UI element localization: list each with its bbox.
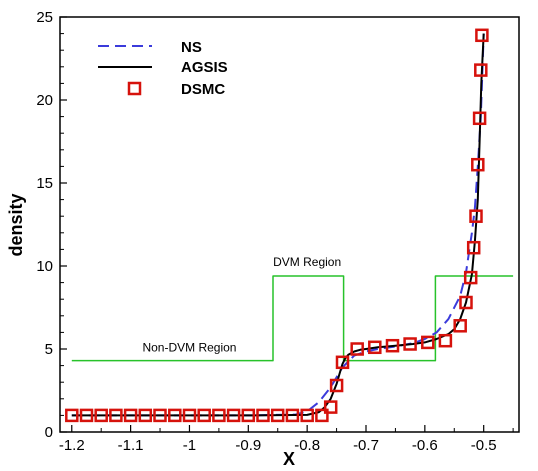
- y-tick-label: 0: [45, 424, 53, 441]
- y-tick-label: 25: [36, 9, 53, 26]
- dsmc-marker: [421, 335, 435, 350]
- y-tick-label: 10: [36, 258, 53, 275]
- legend: NS AGSIS DSMC: [98, 39, 228, 98]
- dsmc-marker: [323, 400, 338, 414]
- annotation-non-dvm-region: Non-DVM Region: [142, 340, 236, 354]
- dsmc-marker: [368, 340, 382, 355]
- dsmc-marker: [475, 28, 489, 43]
- legend-agsis-label: AGSIS: [181, 59, 228, 76]
- dsmc-marker: [94, 408, 108, 423]
- series-lines-layer: [71, 33, 485, 417]
- dsmc-marker: [471, 157, 485, 172]
- x-tick-label: -0.7: [353, 437, 379, 454]
- y-tick-label: 15: [36, 175, 53, 192]
- dsmc-marker: [79, 408, 94, 423]
- dsmc-marker: [469, 209, 483, 223]
- dsmc-marker: [329, 378, 344, 393]
- x-tick-label: -0.8: [294, 437, 320, 454]
- dsmc-marker: [466, 240, 481, 255]
- dsmc-marker: [256, 408, 270, 423]
- dsmc-marker: [335, 355, 350, 370]
- dsmc-marker: [459, 295, 473, 310]
- dsmc-marker: [123, 408, 138, 423]
- x-axis-title: X: [283, 449, 295, 469]
- legend-dsmc-label: DSMC: [181, 81, 225, 98]
- x-tick-label: -1: [183, 437, 196, 454]
- axis-ticks-layer: -1.2 -1.1 -1 -0.9 -0.8 -0.7 -0.6 -0.5 0 5 10 15 20 25: [36, 9, 514, 454]
- dsmc-marker: [472, 111, 487, 126]
- legend-dsmc-swatch: [127, 81, 142, 96]
- dsmc-marker: [438, 333, 453, 348]
- dsmc-marker: [385, 338, 400, 353]
- dsmc-marker: [241, 408, 256, 423]
- y-axis-title: density: [6, 193, 26, 256]
- x-tick-label: -0.5: [471, 437, 497, 454]
- x-tick-label: -0.6: [412, 437, 438, 454]
- dsmc-marker: [474, 63, 488, 77]
- dsmc-marker: [285, 408, 300, 423]
- legend-ns-label: NS: [181, 39, 202, 56]
- annotation-dvm-region: DVM Region: [273, 255, 341, 269]
- plot-area-frame: [59, 16, 520, 433]
- x-tick-label: -1.2: [59, 437, 85, 454]
- x-tick-label: -1.1: [118, 437, 144, 454]
- ns-line: [71, 33, 485, 417]
- region-boundary-line: [71, 275, 514, 362]
- dsmc-marker: [453, 319, 467, 333]
- dsmc-marker: [350, 342, 364, 356]
- dsmc-marker: [138, 408, 153, 423]
- dsmc-marker: [153, 408, 167, 423]
- agsis-line: [71, 33, 485, 417]
- dsmc-markers-layer: [65, 28, 489, 423]
- dsmc-marker: [168, 408, 182, 423]
- dsmc-marker: [212, 408, 226, 423]
- dsmc-marker: [270, 408, 285, 423]
- dsmc-marker: [315, 408, 329, 423]
- dsmc-marker: [197, 408, 211, 423]
- y-tick-label: 5: [45, 341, 53, 358]
- dsmc-marker: [463, 270, 478, 285]
- dsmc-marker: [182, 408, 197, 423]
- dsmc-marker: [300, 408, 314, 423]
- x-tick-label: -0.9: [235, 437, 261, 454]
- dsmc-marker: [226, 408, 241, 423]
- y-tick-label: 20: [36, 92, 53, 109]
- region-boundary-layer: [71, 275, 514, 362]
- dsmc-marker: [65, 408, 79, 423]
- dsmc-marker: [109, 408, 123, 423]
- dsmc-marker: [403, 337, 417, 351]
